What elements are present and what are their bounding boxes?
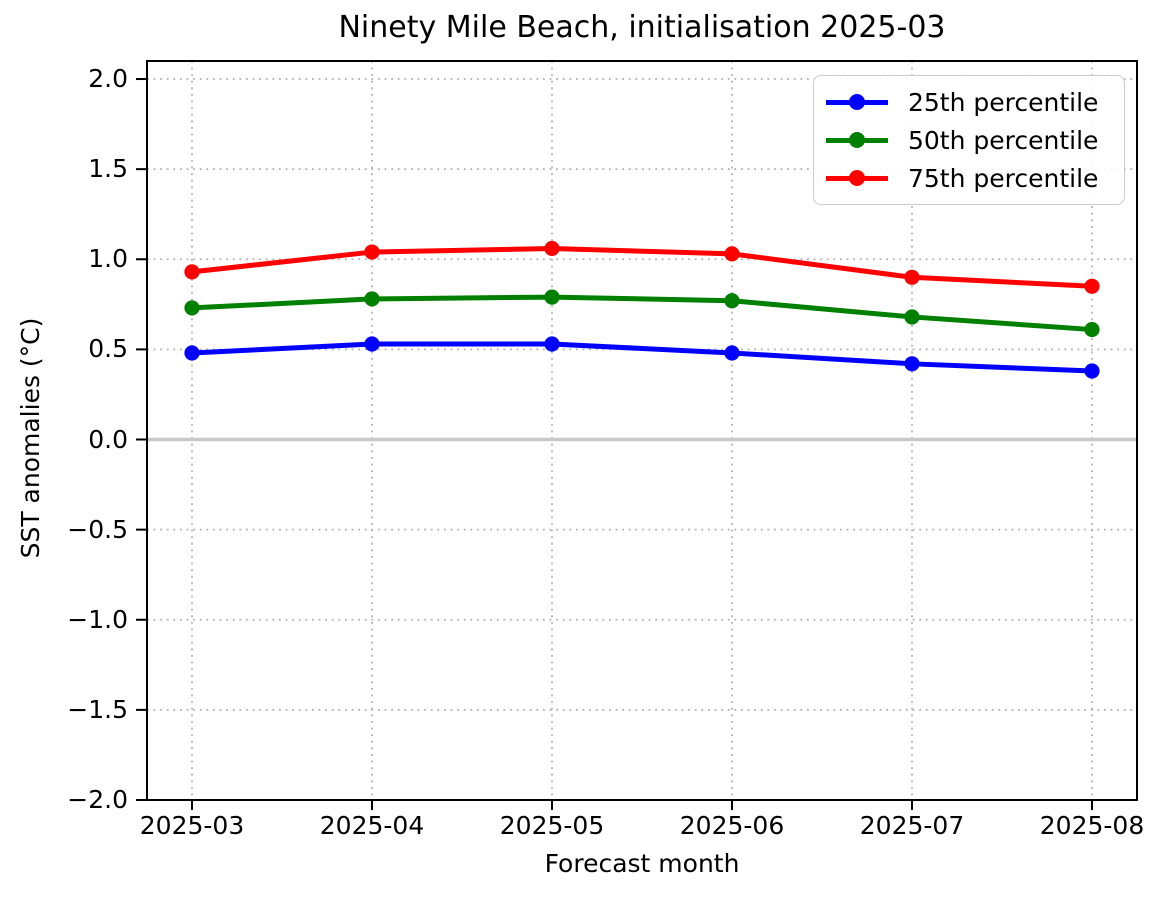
x-tick-label: 2025-04 [319,811,425,840]
data-point-50th-percentile-2025-05 [544,289,560,305]
data-point-25th-percentile-2025-08 [1084,363,1100,379]
chart-title: Ninety Mile Beach, initialisation 2025-0… [338,10,946,45]
y-tick-label: 0.0 [88,424,128,454]
legend-entry-75th-percentile: 75th percentile [826,159,1112,197]
legend-entry-label: 25th percentile [908,87,1099,117]
series-line-25th-percentile [189,341,1095,374]
data-point-75th-percentile-2025-03 [184,264,200,280]
y-tick-label: 2.0 [88,64,128,94]
y-tick-label: −2.0 [67,785,128,814]
data-point-50th-percentile-2025-03 [184,300,200,316]
y-tick-label: −0.5 [67,514,128,544]
x-tick-label: 2025-07 [859,811,965,840]
y-tick-label: 0.5 [88,334,128,364]
legend-entry-label: 50th percentile [908,125,1099,155]
legend-marker-icon [849,170,865,186]
data-point-75th-percentile-2025-08 [1084,278,1100,294]
data-point-25th-percentile-2025-07 [904,356,920,372]
data-point-25th-percentile-2025-05 [544,336,560,352]
legend-entry-label: 75th percentile [908,163,1099,193]
legend-entry-50th-percentile: 50th percentile [826,121,1112,159]
series-line-50th-percentile [189,294,1095,333]
x-tick-label: 2025-06 [679,811,785,840]
data-point-50th-percentile-2025-08 [1084,321,1100,338]
series-line-75th-percentile [189,245,1095,289]
legend-marker-icon [849,132,865,148]
legend: 25th percentile 50th percentile 75th per… [813,75,1125,205]
data-point-25th-percentile-2025-03 [184,345,200,361]
data-point-75th-percentile-2025-04 [364,244,380,260]
data-point-50th-percentile-2025-07 [904,309,920,325]
y-tick-label: −1.5 [67,694,128,724]
x-tick-label: 2025-05 [499,811,605,840]
y-tick-label: 1.5 [88,154,128,184]
data-point-75th-percentile-2025-05 [544,240,560,257]
x-tick-label: 2025-08 [1039,811,1145,840]
legend-line-sample-icon [826,94,888,110]
y-tick-label: 1.0 [88,244,128,274]
x-tick-label: 2025-03 [139,811,245,840]
data-point-75th-percentile-2025-06 [724,246,740,262]
legend-marker-icon [849,94,865,110]
legend-entry-25th-percentile: 25th percentile [826,83,1112,121]
y-tick-label: −1.0 [67,604,128,634]
legend-line-sample-icon [826,132,888,148]
data-point-25th-percentile-2025-04 [364,336,380,352]
data-point-50th-percentile-2025-06 [724,293,740,309]
data-point-50th-percentile-2025-04 [364,291,380,307]
x-axis-label: Forecast month [544,849,740,878]
legend-line-sample-icon [826,170,888,186]
axes-spines [146,60,1138,801]
data-point-75th-percentile-2025-07 [904,269,920,285]
data-point-25th-percentile-2025-06 [724,345,740,361]
